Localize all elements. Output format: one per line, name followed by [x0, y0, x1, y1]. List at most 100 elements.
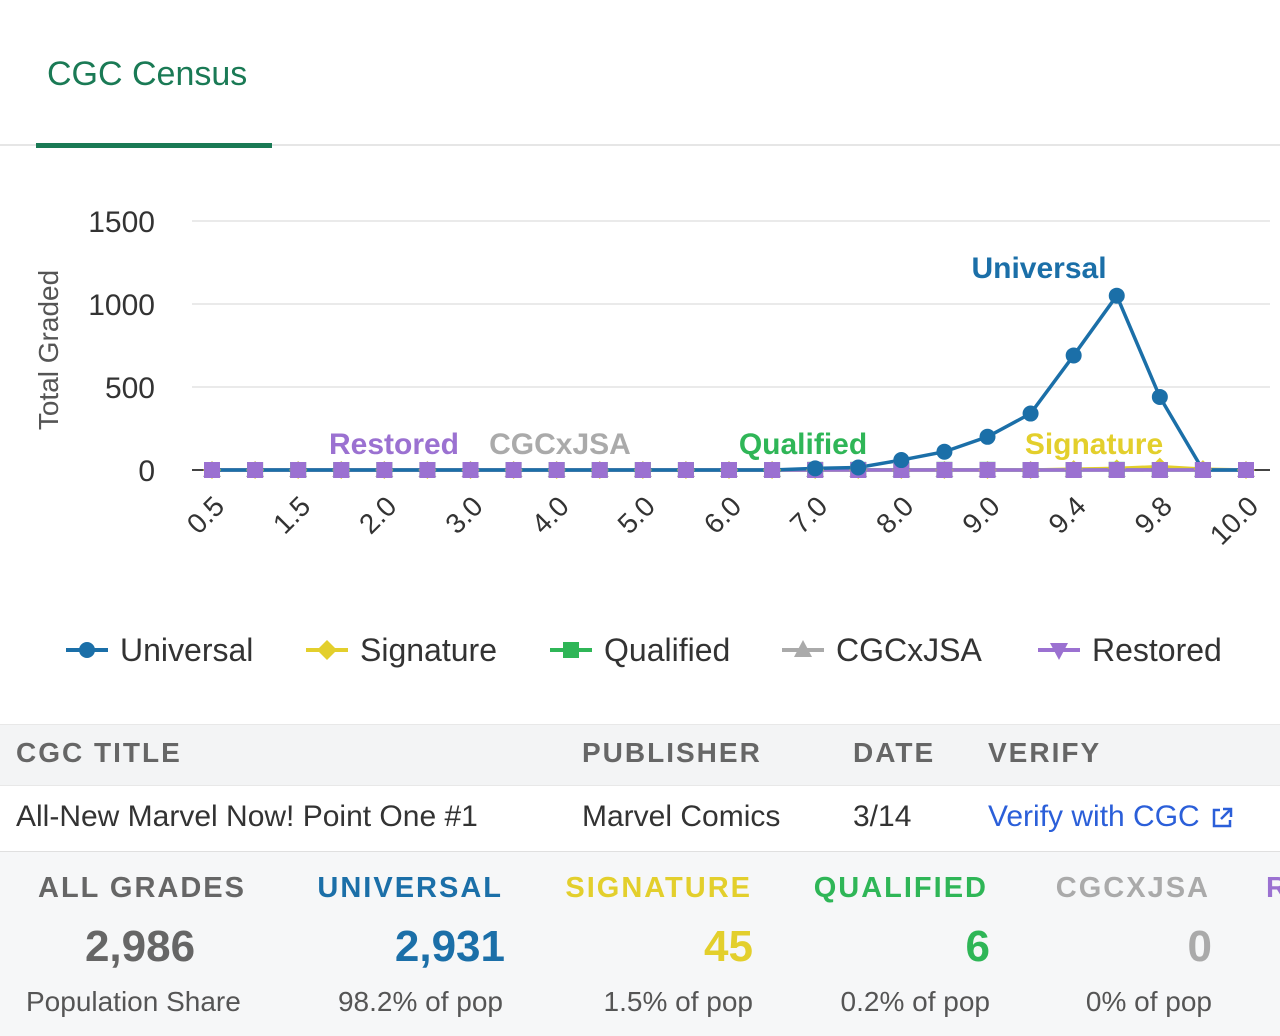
data-point: [634, 462, 651, 478]
series-label-qualified: Qualified: [739, 428, 867, 461]
stat-subtext: Population Share: [26, 986, 241, 1017]
x-tick-label: 5.0: [612, 490, 661, 539]
diamond-line-icon: [306, 640, 348, 660]
column-header-title: CGC TITLE: [16, 737, 182, 768]
chart-legend: Universal Signature Qualified CGCxJSA Re…: [0, 620, 1280, 680]
y-tick-label: 0: [138, 455, 155, 488]
data-point: [204, 462, 220, 478]
table-row: All-New Marvel Now! Point One #1 Marvel …: [0, 786, 1280, 852]
y-tick-label: 1000: [88, 289, 155, 322]
stat-heading: ALL GRADES: [38, 872, 246, 904]
x-tick-label: 10.0: [1204, 490, 1264, 550]
series-label-cgcxjsa: CGCxJSA: [489, 428, 631, 461]
legend-item-restored[interactable]: Restored: [1038, 628, 1222, 672]
column-header-publisher: PUBLISHER: [582, 737, 762, 768]
legend-label: CGCxJSA: [836, 631, 982, 668]
verify-link-label: Verify with CGC: [988, 800, 1200, 833]
stat-heading: SIGNATURE: [565, 872, 752, 904]
tab-bar: CGC Census: [0, 0, 1280, 148]
x-tick-label: 9.4: [1042, 490, 1091, 539]
legend-item-cgcxjsa[interactable]: CGCxJSA: [782, 628, 982, 672]
x-tick-label: 9.0: [956, 490, 1005, 539]
stat-value: 2,986: [84, 922, 196, 971]
data-point: [333, 462, 350, 478]
legend-item-signature[interactable]: Signature: [306, 628, 497, 672]
stat-qualified: QUALIFIED 6 0.2% of pop: [790, 852, 990, 1036]
y-tick-label: 1500: [88, 206, 155, 239]
legend-item-qualified[interactable]: Qualified: [550, 628, 730, 672]
x-tick-label: 3.0: [439, 490, 488, 539]
stat-value: 0: [1187, 922, 1212, 971]
series-label-signature: Signature: [1025, 428, 1163, 461]
legend-label: Restored: [1092, 631, 1222, 668]
verify-with-cgc-link[interactable]: Verify with CGC: [988, 800, 1234, 834]
data-point: [850, 459, 867, 476]
data-point: [1194, 462, 1211, 478]
data-point: [419, 462, 436, 478]
x-tick-label: 4.0: [525, 490, 574, 539]
data-point: [1151, 388, 1168, 405]
data-point: [505, 462, 522, 478]
stat-all-grades: ALL GRADES 2,986 Population Share: [0, 852, 280, 1036]
y-tick-label: 500: [105, 372, 155, 405]
data-point: [979, 462, 996, 478]
stat-value: 2,931: [394, 922, 505, 971]
data-point: [1108, 287, 1125, 304]
circle-line-icon: [66, 642, 108, 658]
stat-heading: UNIVERSAL: [317, 872, 503, 904]
x-tick-label: 8.0: [870, 490, 919, 539]
tab-active-indicator: [36, 143, 272, 148]
tab-cgc-census[interactable]: CGC Census: [36, 0, 272, 148]
comic-title: All-New Marvel Now! Point One #1: [16, 800, 478, 833]
legend-label: Qualified: [604, 631, 731, 668]
data-point: [936, 443, 953, 460]
x-tick-label: 6.0: [698, 490, 747, 539]
data-point: [764, 462, 781, 478]
x-tick-label: 7.0: [784, 490, 833, 539]
legend-label: Universal: [120, 631, 254, 668]
data-point: [1238, 462, 1254, 478]
stat-subtext: 98.2% of pop: [337, 986, 503, 1017]
stat-heading: CGCXJSA: [1055, 872, 1210, 904]
date: 3/14: [853, 800, 912, 833]
population-stats: ALL GRADES 2,986 Population Share UNIVER…: [0, 852, 1280, 1036]
column-header-date: DATE: [853, 737, 936, 768]
stat-heading: R: [1266, 872, 1280, 904]
data-point: [1065, 462, 1082, 478]
x-tick-label: 1.5: [267, 490, 316, 539]
data-point: [1108, 462, 1125, 478]
stat-subtext: 1.5% of pop: [603, 986, 753, 1017]
census-chart: 1500 1000 500 0 Total Graded 0.5 1.5 2.0 3.0 4.0 5…: [33, 206, 1270, 551]
data-point: [677, 462, 694, 478]
data-point: [548, 462, 565, 478]
external-link-icon: [1212, 807, 1232, 828]
data-point: [936, 462, 953, 478]
x-tick-label: 9.8: [1129, 490, 1178, 539]
data-point: [1065, 347, 1082, 364]
data-point: [721, 462, 737, 478]
triangle-down-line-icon: [1038, 643, 1080, 660]
series-label-universal: Universal: [971, 252, 1106, 285]
data-point: [591, 462, 608, 478]
data-point: [979, 428, 996, 445]
x-tick-label: 0.5: [181, 490, 230, 539]
y-axis-label: Total Graded: [33, 270, 64, 430]
series-label-restored: Restored: [329, 428, 459, 461]
data-point: [247, 462, 264, 478]
legend-item-universal[interactable]: Universal: [66, 628, 253, 672]
x-tick-label: 2.0: [353, 490, 402, 539]
table-header: CGC TITLE PUBLISHER DATE VERIFY: [0, 724, 1280, 786]
column-header-verify: VERIFY: [988, 737, 1102, 768]
triangle-line-icon: [782, 640, 824, 657]
data-point: [1022, 462, 1039, 478]
data-point: [290, 462, 307, 478]
stat-universal: UNIVERSAL 2,931 98.2% of pop: [300, 852, 505, 1036]
stat-restored: R: [1266, 852, 1280, 1036]
data-point: [893, 452, 910, 469]
data-point: [1151, 462, 1168, 478]
stat-subtext: 0.2% of pop: [840, 986, 990, 1017]
square-line-icon: [550, 642, 592, 658]
tab-label: CGC Census: [47, 55, 248, 93]
stat-signature: SIGNATURE 45 1.5% of pop: [540, 852, 753, 1036]
publisher: Marvel Comics: [582, 800, 781, 833]
